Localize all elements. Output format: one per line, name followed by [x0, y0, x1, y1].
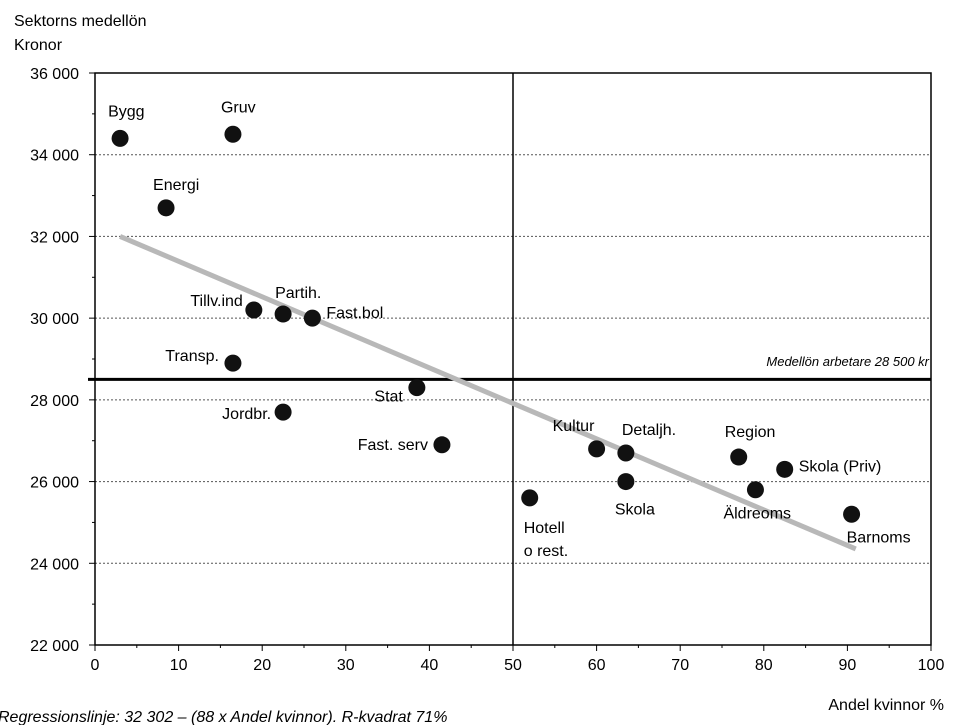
point-label: Detaljh.: [622, 422, 676, 439]
data-point: [746, 481, 764, 499]
data-point: [617, 444, 635, 462]
point-label: Äldreoms: [723, 505, 791, 523]
y-tick-label: 34 000: [30, 148, 79, 165]
data-point: [730, 448, 748, 466]
axis-ticks: [89, 72, 932, 651]
y-tick-label: 32 000: [30, 229, 79, 246]
data-point: [245, 301, 263, 319]
point-label: Barnoms: [847, 529, 911, 546]
point-label: Partih.: [275, 285, 321, 302]
point-label: Kultur: [553, 418, 595, 435]
data-point: [303, 309, 321, 327]
x-tick-label: 70: [671, 657, 689, 674]
x-tick-label: 20: [253, 657, 271, 674]
x-tick-label: 80: [755, 657, 773, 674]
y-tick-label: 24 000: [30, 556, 79, 573]
point-label: Skola: [615, 502, 655, 519]
point-label: Hotell: [524, 520, 565, 537]
regression-line: [119, 234, 857, 552]
data-point: [157, 199, 175, 217]
x-axis-title: Andel kvinnor %: [828, 697, 944, 714]
point-label: Region: [725, 424, 776, 441]
y-tick-label: 36 000: [30, 66, 79, 83]
data-point: [274, 305, 292, 323]
y-tick-label: 26 000: [30, 475, 79, 492]
x-tick-label: 0: [91, 657, 100, 674]
point-label: Fast. serv: [358, 437, 428, 454]
point-label: Jordbr.: [222, 406, 271, 423]
data-point: [224, 354, 242, 372]
y-tick-label: 28 000: [30, 393, 79, 410]
y-tick-label: 30 000: [30, 311, 79, 328]
x-tick-label: 100: [918, 657, 945, 674]
data-point: [521, 489, 539, 507]
point-label: Transp.: [165, 348, 219, 365]
data-point: [224, 125, 242, 143]
x-tick-label: 10: [170, 657, 188, 674]
point-label: Energi: [153, 177, 199, 194]
data-point: [843, 505, 861, 523]
point-label: Tillv.ind: [190, 293, 242, 310]
reference-lines: [88, 73, 931, 645]
y-tick-label: 22 000: [30, 638, 79, 655]
tick-labels: 22 000 24 000 26 000 28 000 30 000 32 000 34 0…: [30, 66, 944, 674]
data-point: [274, 403, 292, 421]
point-labels: Bygg Gruv Energi Tillv.ind Partih. Fast.bol Tr…: [108, 99, 911, 560]
point-label: Stat: [374, 389, 403, 406]
y-axis-title-line2: Kronor: [14, 37, 63, 54]
data-point: [617, 473, 635, 491]
x-tick-label: 30: [337, 657, 355, 674]
point-label: Bygg: [108, 103, 144, 120]
x-tick-label: 40: [421, 657, 439, 674]
regression-footnote: Regressionslinje: 32 302 – (88 x Andel k…: [0, 709, 447, 725]
point-label-line2: o rest.: [524, 543, 568, 560]
x-tick-label: 60: [588, 657, 606, 674]
data-point: [776, 460, 794, 478]
x-tick-label: 90: [839, 657, 857, 674]
y-axis-title-line1: Sektorns medellön: [14, 13, 147, 30]
point-label: Skola (Priv): [799, 458, 882, 475]
data-points: [111, 125, 861, 523]
point-label: Fast.bol: [326, 305, 383, 322]
x-tick-label: 50: [504, 657, 522, 674]
reference-line-label: Medellön arbetare 28 500 kr: [766, 354, 929, 369]
point-label: Gruv: [221, 99, 256, 116]
data-point: [588, 440, 606, 458]
data-point: [433, 436, 451, 454]
data-point: [111, 129, 129, 147]
data-point: [408, 379, 426, 397]
